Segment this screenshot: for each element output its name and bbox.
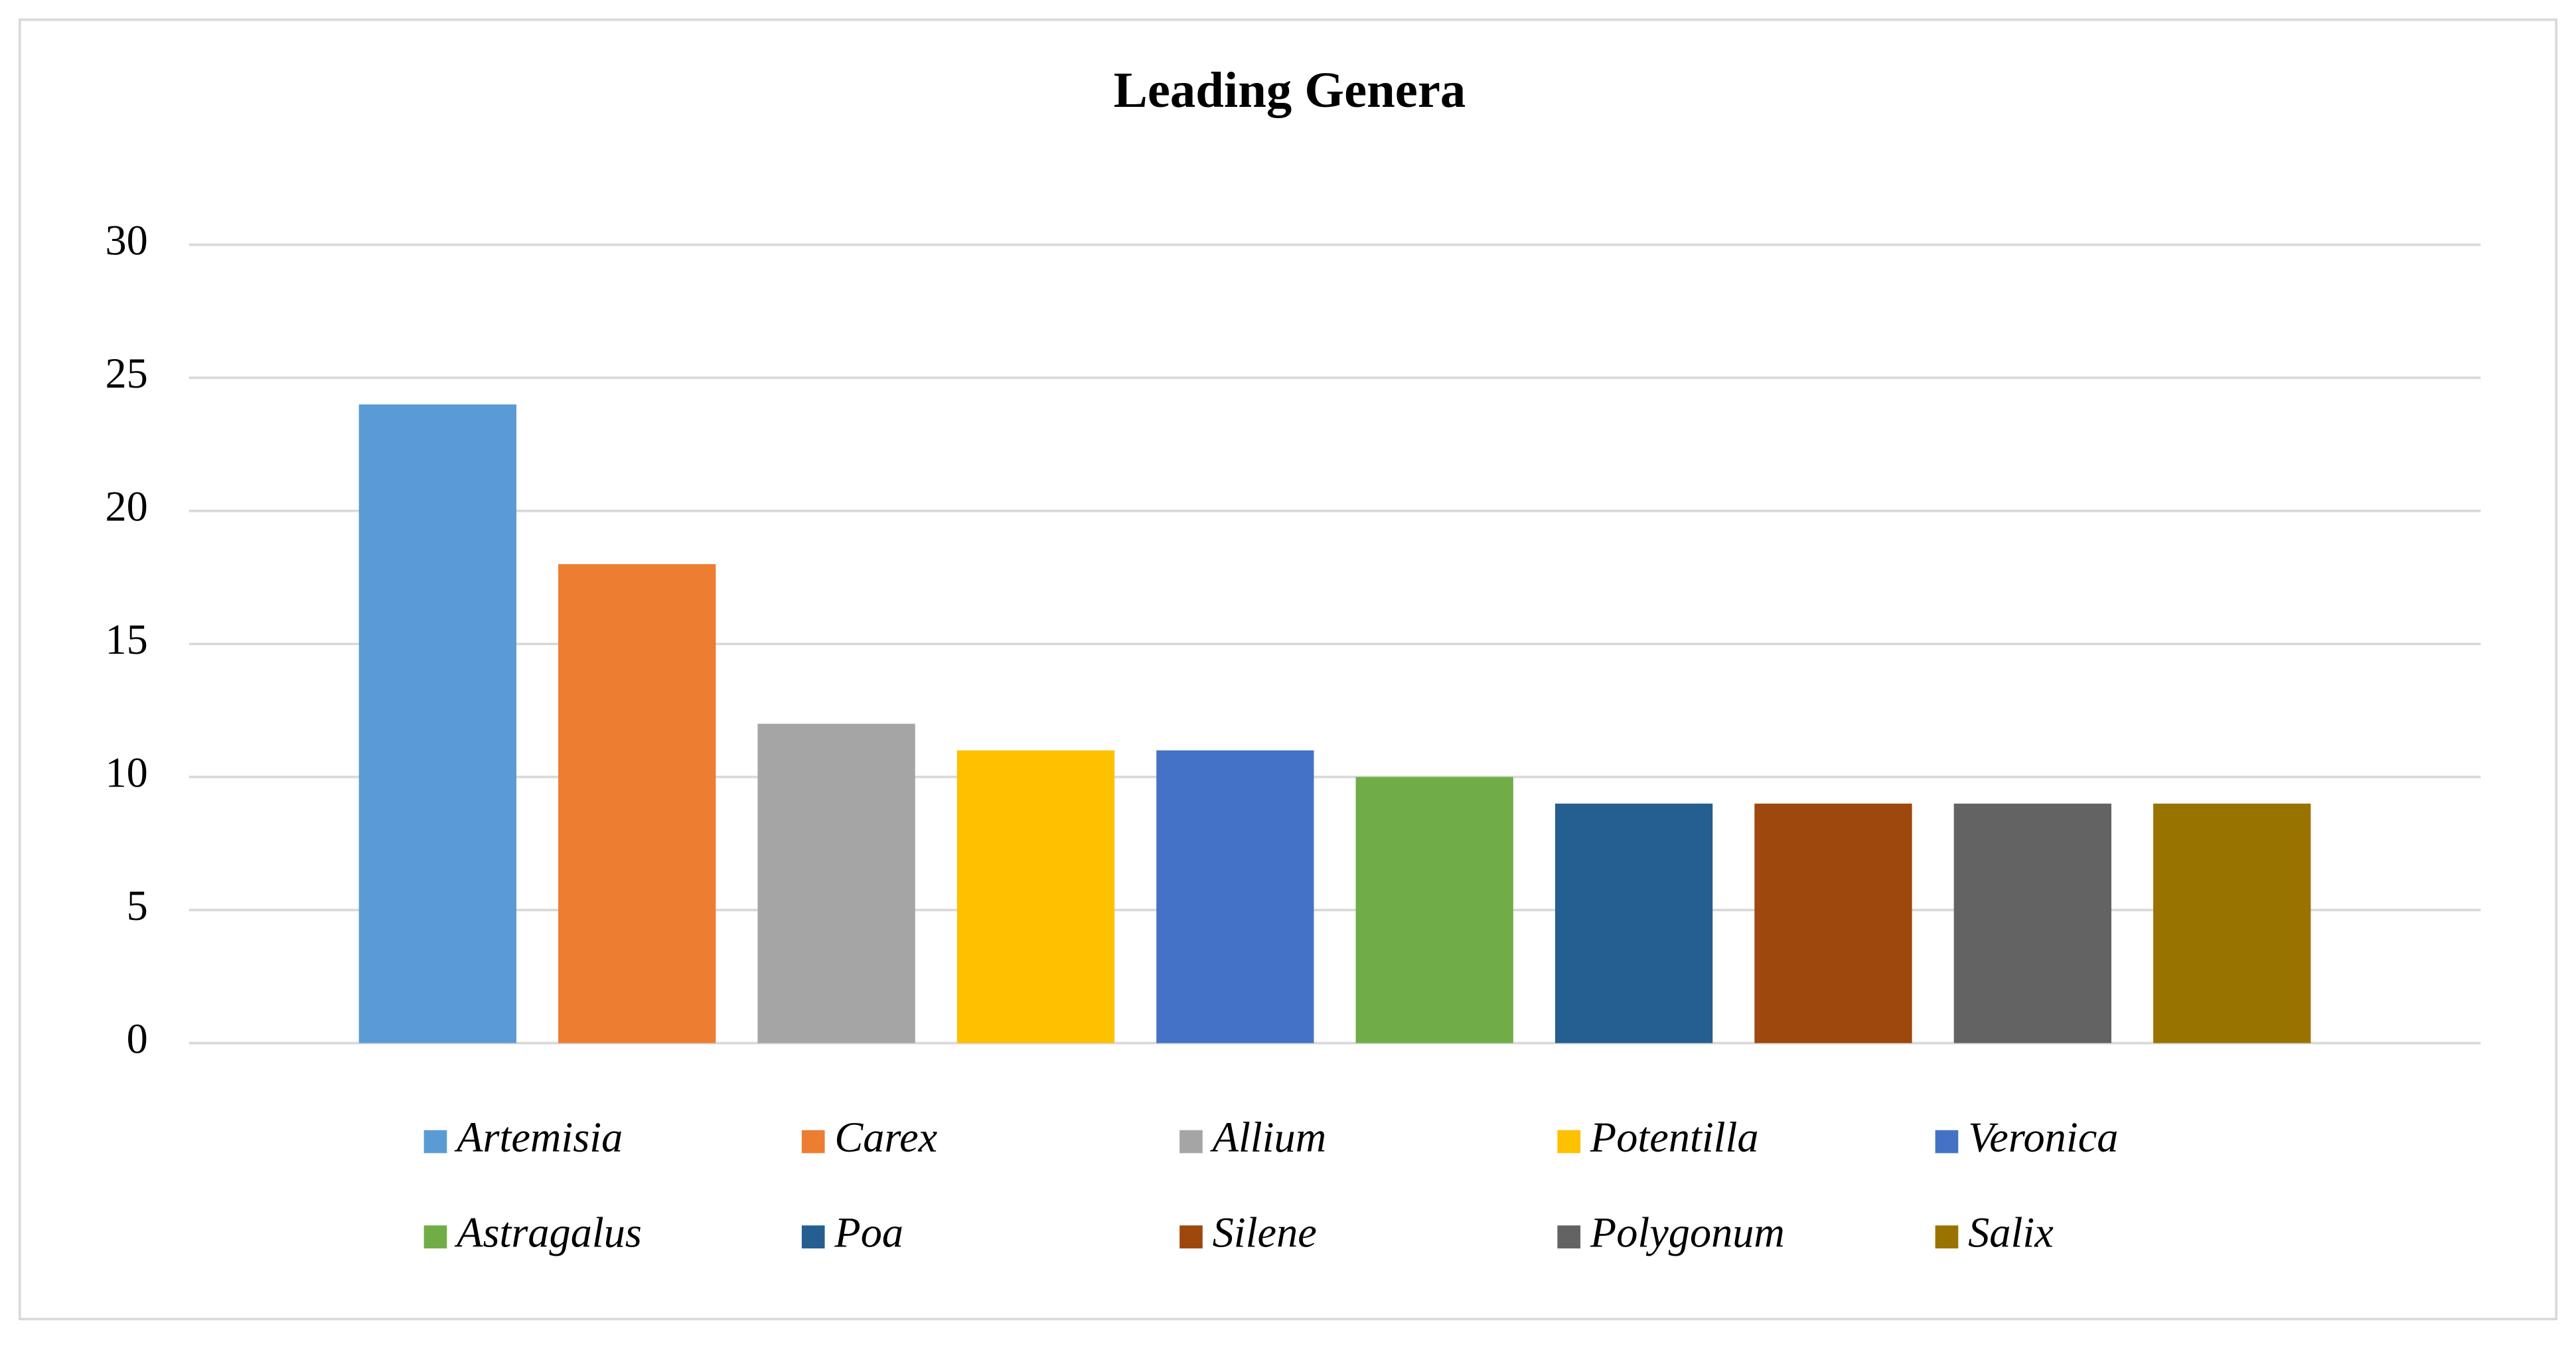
y-tick-label: 5 [127,882,148,929]
legend-label: Salix [1968,1209,2054,1256]
legend-swatch [1179,1225,1203,1248]
bar [1355,777,1513,1043]
legend-swatch [801,1130,825,1154]
legend-label: Artemisia [454,1114,623,1161]
legend-label: Astragalus [454,1209,642,1256]
bar [2153,803,2311,1043]
y-tick-label: 15 [106,616,148,663]
bar [1953,803,2112,1043]
bar [558,563,716,1043]
bar [757,723,915,1043]
y-tick-label: 25 [106,350,148,397]
y-tick-label: 20 [106,483,148,530]
y-tick-label: 0 [127,1015,148,1062]
legend-label: Poa [834,1209,903,1256]
legend-swatch [423,1130,447,1154]
legend-swatch [1557,1225,1581,1248]
bar [358,404,516,1043]
legend-label: Allium [1210,1114,1327,1161]
legend-swatch [1179,1130,1203,1154]
legend-label: Polygonum [1590,1209,1785,1256]
legend-swatch [1935,1225,1959,1248]
legend-swatch [1935,1130,1959,1154]
legend-label: Carex [834,1114,937,1161]
legend-label: Veronica [1968,1114,2118,1161]
bar [1156,750,1314,1043]
bar [1554,803,1713,1043]
legend-swatch [1557,1130,1581,1154]
bar [956,750,1115,1043]
bar [1754,803,1912,1043]
y-tick-label: 30 [106,217,148,264]
y-tick-label: 10 [106,749,148,796]
legend-label: Silene [1213,1209,1317,1256]
legend-swatch [801,1225,825,1248]
legend-label: Potentilla [1590,1114,1759,1161]
chart-title: Leading Genera [1114,62,1466,118]
legend-swatch [423,1225,447,1248]
